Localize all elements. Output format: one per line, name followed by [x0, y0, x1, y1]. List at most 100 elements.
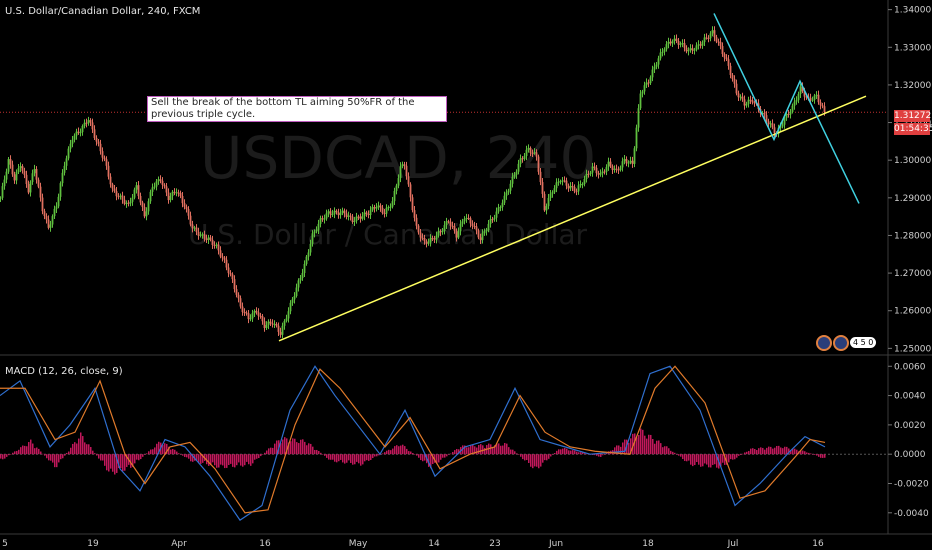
- macd-histogram-bar: [396, 445, 398, 455]
- macd-histogram-bar: [474, 446, 476, 455]
- time-tick-label: 23: [489, 539, 500, 549]
- macd-histogram-bar: [540, 454, 542, 467]
- time-tick-label: 16: [259, 539, 271, 549]
- macd-histogram-bar: [452, 451, 454, 455]
- candle-body: [319, 218, 322, 224]
- candle-body: [1, 186, 4, 198]
- macd-histogram-bar: [514, 451, 516, 455]
- macd-histogram-bar: [320, 452, 322, 455]
- macd-histogram-bar: [678, 454, 680, 456]
- candle-body: [819, 102, 822, 106]
- macd-histogram-bar: [556, 450, 558, 455]
- candle-body: [155, 181, 158, 187]
- candle-body: [651, 69, 654, 78]
- macd-histogram-bar: [736, 454, 738, 458]
- candle-body: [567, 185, 570, 189]
- candle-body: [785, 113, 788, 118]
- candle-body: [713, 30, 716, 38]
- macd-histogram-bar: [360, 454, 362, 466]
- macd-histogram-bar: [742, 453, 744, 455]
- candle-body: [577, 185, 580, 192]
- candle-body: [647, 82, 650, 84]
- candle-body: [175, 192, 178, 194]
- macd-histogram-bar: [778, 445, 780, 455]
- candle-body: [367, 213, 370, 216]
- candle-body: [29, 181, 32, 193]
- candle-body: [233, 279, 236, 290]
- flag-icon[interactable]: [816, 334, 832, 351]
- macd-histogram-bar: [592, 454, 594, 455]
- macd-histogram-bar: [774, 447, 776, 455]
- macd-histogram-bar: [768, 446, 770, 455]
- candle-body: [337, 212, 340, 216]
- macd-histogram-bar: [68, 451, 70, 455]
- macd-histogram-bar: [166, 443, 168, 455]
- macd-histogram-bar: [264, 452, 266, 455]
- macd-histogram-bar: [796, 449, 798, 455]
- macd-histogram-bar: [606, 452, 608, 455]
- event-badges[interactable]: 4 5 0: [816, 332, 877, 354]
- macd-histogram-bar: [298, 443, 300, 455]
- candle-body: [245, 312, 248, 314]
- annotation-note[interactable]: Sell the break of the bottom TL aiming 5…: [147, 96, 447, 122]
- macd-histogram-bar: [438, 454, 440, 463]
- candle-body: [501, 202, 504, 208]
- candle-body: [369, 210, 372, 216]
- flag-icon[interactable]: [833, 334, 849, 351]
- candle-body: [179, 192, 182, 196]
- macd-histogram-bar: [646, 438, 648, 455]
- candle-body: [149, 191, 152, 202]
- candle-body: [279, 331, 282, 335]
- macd-histogram-bar: [226, 454, 228, 468]
- candle-body: [277, 325, 280, 332]
- macd-histogram-bar: [174, 449, 176, 455]
- candle-body: [587, 173, 590, 175]
- candle-body: [631, 160, 634, 164]
- candle-body: [147, 201, 150, 212]
- candle-body: [763, 112, 766, 116]
- time-tick-label: Jun: [548, 539, 563, 549]
- candle-body: [387, 207, 390, 209]
- macd-histogram-bar: [198, 454, 200, 463]
- candle-body: [505, 192, 508, 196]
- macd-histogram-bar: [240, 454, 242, 466]
- macd-histogram-bar: [330, 454, 332, 460]
- candle-body: [557, 181, 560, 183]
- candle-body: [739, 96, 742, 98]
- candle-body: [379, 205, 382, 208]
- time-tick-label: Apr: [171, 539, 187, 549]
- macd-histogram-bar: [804, 451, 806, 455]
- macd-histogram-bar: [368, 454, 370, 461]
- candle-body: [523, 156, 526, 159]
- candle-body: [389, 206, 392, 208]
- candle-body: [409, 184, 412, 198]
- macd-histogram-bar: [482, 445, 484, 455]
- macd-histogram-bar: [108, 454, 110, 472]
- macd-histogram-bar: [674, 452, 676, 455]
- candle-body: [709, 33, 712, 39]
- candle-body: [745, 103, 748, 106]
- candle-body: [203, 234, 206, 239]
- macd-histogram-bar: [714, 454, 716, 465]
- candle-body: [419, 232, 422, 238]
- candle-body: [301, 272, 304, 278]
- candle-body: [181, 195, 184, 204]
- macd-histogram-bar: [740, 454, 742, 455]
- candle-body: [437, 231, 440, 236]
- candle-body: [797, 94, 800, 101]
- macd-histogram-bar: [252, 454, 254, 464]
- macd-histogram-bar: [576, 451, 578, 455]
- candle-body: [37, 179, 40, 187]
- macd-histogram-bar: [192, 454, 194, 462]
- candle-body: [517, 163, 520, 172]
- candle-body: [305, 256, 308, 264]
- candle-body: [191, 224, 194, 229]
- candle-body: [59, 183, 62, 197]
- candle-body: [583, 178, 586, 185]
- macd-histogram-bar: [232, 454, 234, 467]
- macd-histogram-bar: [206, 454, 208, 465]
- macd-histogram-bar: [170, 449, 172, 455]
- macd-histogram-bar: [102, 454, 104, 461]
- candle-body: [821, 105, 824, 107]
